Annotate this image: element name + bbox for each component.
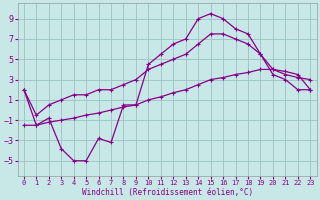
X-axis label: Windchill (Refroidissement éolien,°C): Windchill (Refroidissement éolien,°C) bbox=[82, 188, 253, 197]
